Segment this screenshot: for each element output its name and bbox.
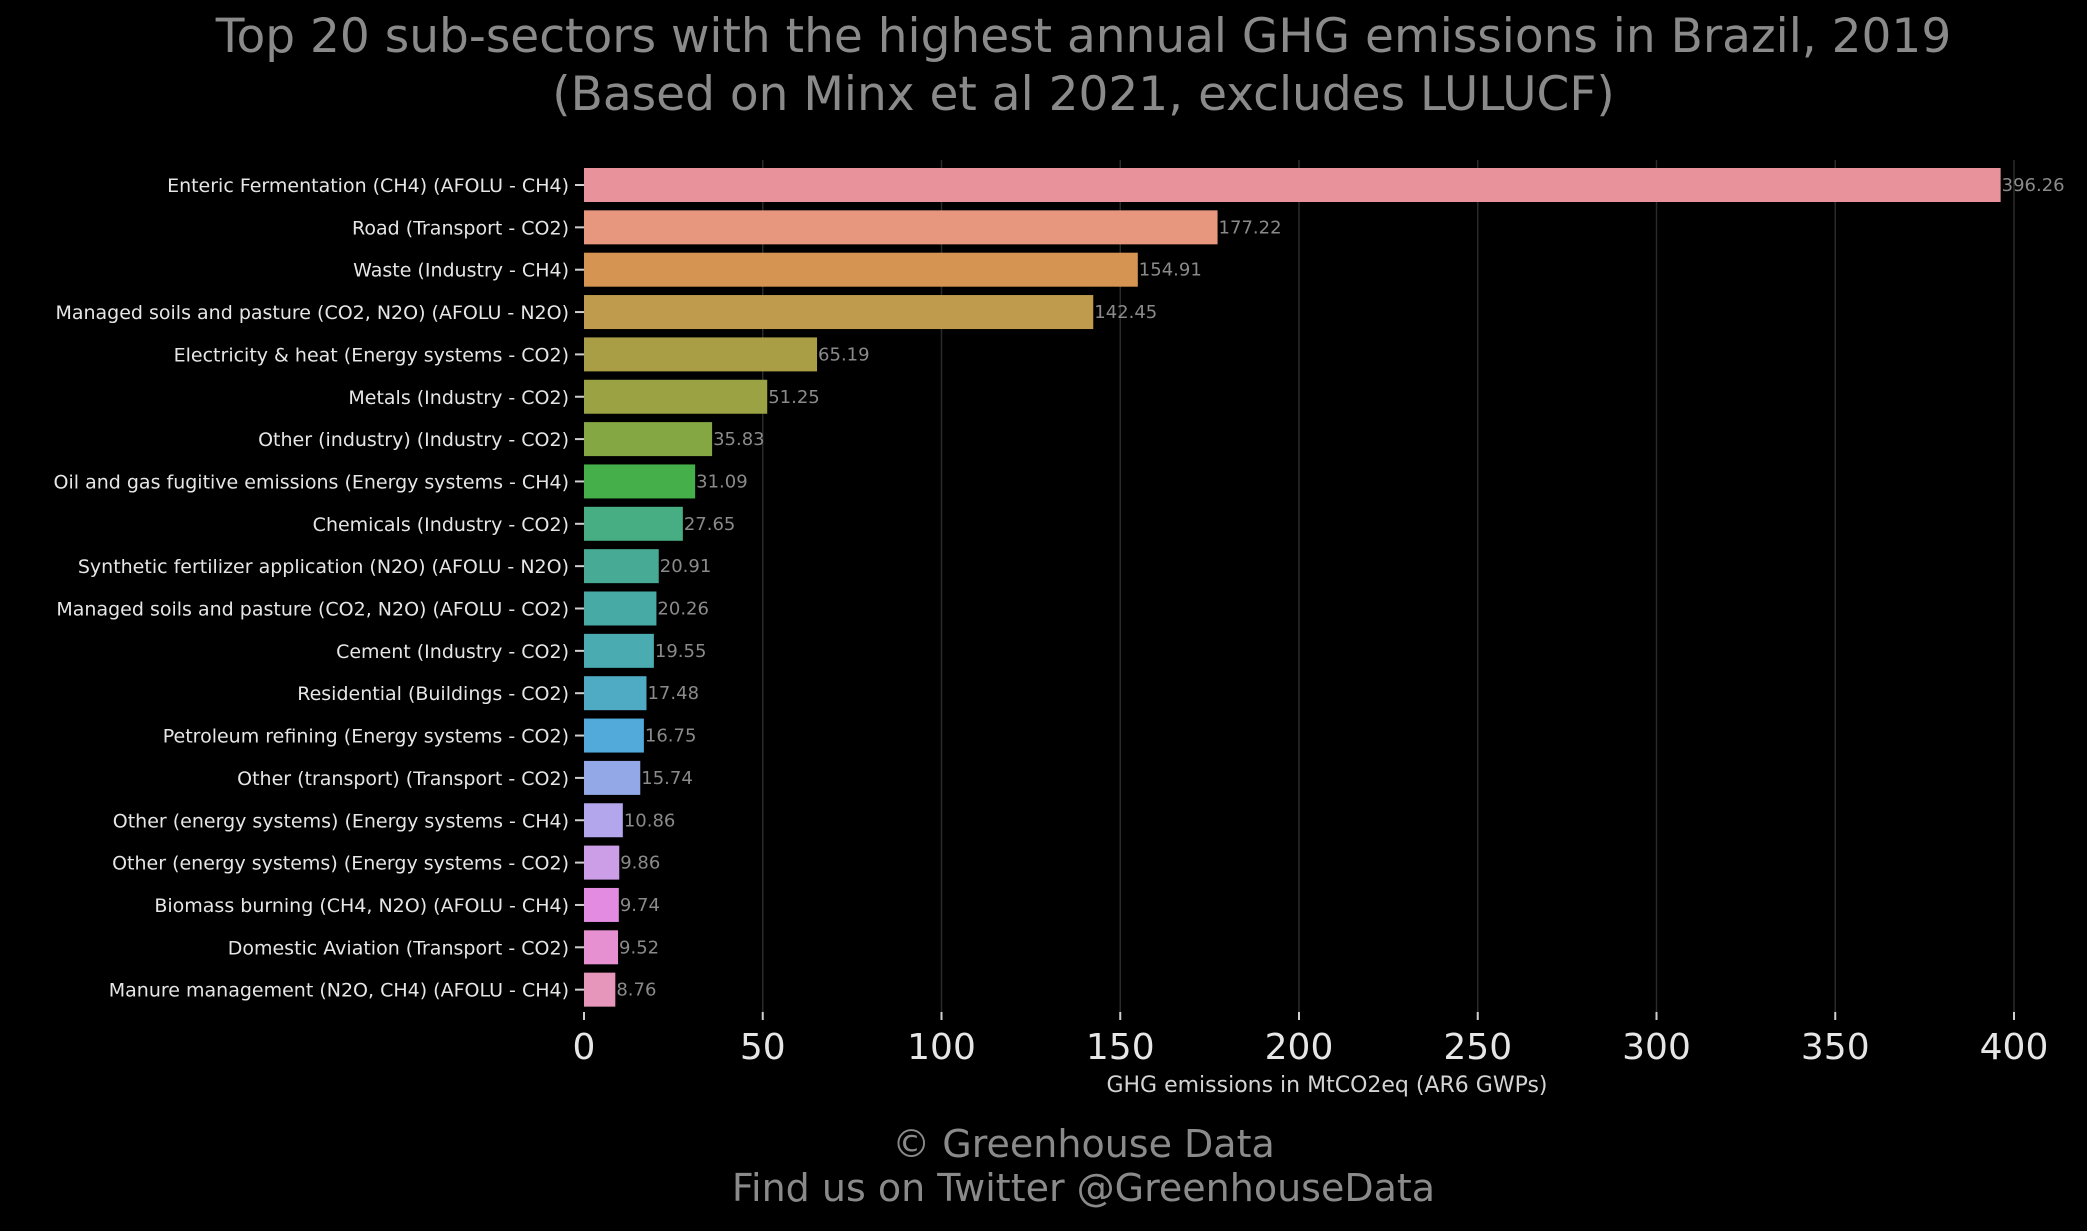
category-label: Residential (Buildings - CO2) xyxy=(297,683,569,705)
bar xyxy=(584,718,644,753)
value-label: 20.91 xyxy=(660,556,712,577)
category-label: Oil and gas fugitive emissions (Energy s… xyxy=(54,471,569,493)
bar xyxy=(584,379,768,414)
category-label: Other (transport) (Transport - CO2) xyxy=(237,768,569,790)
bar xyxy=(584,295,1094,330)
value-label: 15.74 xyxy=(641,768,693,789)
bar xyxy=(584,252,1138,287)
footer: © Greenhouse Data Find us on Twitter @Gr… xyxy=(0,1122,2087,1210)
category-label: Electricity & heat (Energy systems - CO2… xyxy=(174,344,569,366)
bar xyxy=(584,887,619,922)
category-labels: Enteric Fermentation (CH4) (AFOLU - CH4)… xyxy=(54,175,584,1002)
bars xyxy=(584,168,2001,1007)
category-label: Chemicals (Industry - CO2) xyxy=(313,514,569,536)
category-label: Metals (Industry - CO2) xyxy=(348,387,569,409)
chart-subtitle: (Based on Minx et al 2021, excludes LULU… xyxy=(552,67,1615,122)
value-label: 65.19 xyxy=(818,344,870,365)
category-label: Manure management (N2O, CH4) (AFOLU - CH… xyxy=(109,980,569,1002)
value-label: 19.55 xyxy=(655,641,707,662)
category-label: Petroleum refining (Energy systems - CO2… xyxy=(163,726,569,748)
value-label: 17.48 xyxy=(647,683,699,704)
value-label: 9.86 xyxy=(620,853,660,874)
bar xyxy=(584,845,620,880)
value-label: 20.26 xyxy=(657,599,709,620)
category-label: Other (energy systems) (Energy systems -… xyxy=(112,853,569,875)
bar xyxy=(584,506,683,541)
bar xyxy=(584,549,659,584)
value-label: 27.65 xyxy=(684,514,736,535)
value-label: 51.25 xyxy=(768,387,820,408)
x-tick-label: 400 xyxy=(1980,1027,2049,1068)
value-label: 9.74 xyxy=(620,895,660,916)
value-label: 177.22 xyxy=(1219,217,1282,238)
grid-lines xyxy=(762,160,2015,1012)
x-tick-label: 50 xyxy=(740,1027,786,1068)
value-label: 31.09 xyxy=(696,471,748,492)
value-label: 396.26 xyxy=(2002,175,2065,196)
bar xyxy=(584,337,818,372)
category-label: Domestic Aviation (Transport - CO2) xyxy=(228,937,569,959)
x-tick-label: 350 xyxy=(1801,1027,1870,1068)
bar xyxy=(584,760,641,795)
bar xyxy=(584,803,623,838)
x-tick-label: 150 xyxy=(1086,1027,1155,1068)
chart-title-block: Top 20 sub-sectors with the highest annu… xyxy=(0,8,2087,124)
value-label: 154.91 xyxy=(1139,260,1202,281)
value-label: 8.76 xyxy=(616,980,656,1001)
x-tick-label: 300 xyxy=(1622,1027,1691,1068)
bar xyxy=(584,633,654,668)
bar xyxy=(584,168,2001,202)
category-label: Biomass burning (CH4, N2O) (AFOLU - CH4) xyxy=(154,895,569,917)
bar xyxy=(584,591,657,626)
chart-title: Top 20 sub-sectors with the highest annu… xyxy=(215,9,1952,64)
x-axis: 0 50 100 150 200 250 300 350 400 xyxy=(573,1012,2049,1068)
bar xyxy=(584,210,1218,245)
category-label: Enteric Fermentation (CH4) (AFOLU - CH4) xyxy=(167,175,569,197)
category-label: Managed soils and pasture (CO2, N2O) (AF… xyxy=(56,599,569,621)
x-tick-label: 200 xyxy=(1265,1027,1334,1068)
category-label: Synthetic fertilizer application (N2O) (… xyxy=(78,556,569,578)
category-label: Cement (Industry - CO2) xyxy=(336,641,569,663)
category-label: Other (industry) (Industry - CO2) xyxy=(258,429,569,451)
copyright-text: © Greenhouse Data xyxy=(892,1122,1275,1166)
bar xyxy=(584,422,713,457)
x-tick-label: 250 xyxy=(1443,1027,1512,1068)
value-label: 9.52 xyxy=(619,937,659,958)
bar xyxy=(584,464,696,499)
bar xyxy=(584,930,619,965)
category-label: Other (energy systems) (Energy systems -… xyxy=(113,810,569,832)
x-tick-label: 0 xyxy=(573,1027,596,1068)
category-label: Waste (Industry - CH4) xyxy=(353,260,569,282)
value-label: 16.75 xyxy=(645,726,697,747)
category-label: Road (Transport - CO2) xyxy=(352,217,569,239)
x-axis-label: GHG emissions in MtCO2eq (AR6 GWPs) xyxy=(1106,1073,1547,1098)
value-label: 142.45 xyxy=(1094,302,1157,323)
bar xyxy=(584,972,616,1007)
value-label: 10.86 xyxy=(624,810,676,831)
x-tick-label: 100 xyxy=(907,1027,976,1068)
twitter-text: Find us on Twitter @GreenhouseData xyxy=(731,1166,1436,1210)
value-label: 35.83 xyxy=(713,429,765,450)
bar xyxy=(584,676,647,711)
category-label: Managed soils and pasture (CO2, N2O) (AF… xyxy=(55,302,569,324)
